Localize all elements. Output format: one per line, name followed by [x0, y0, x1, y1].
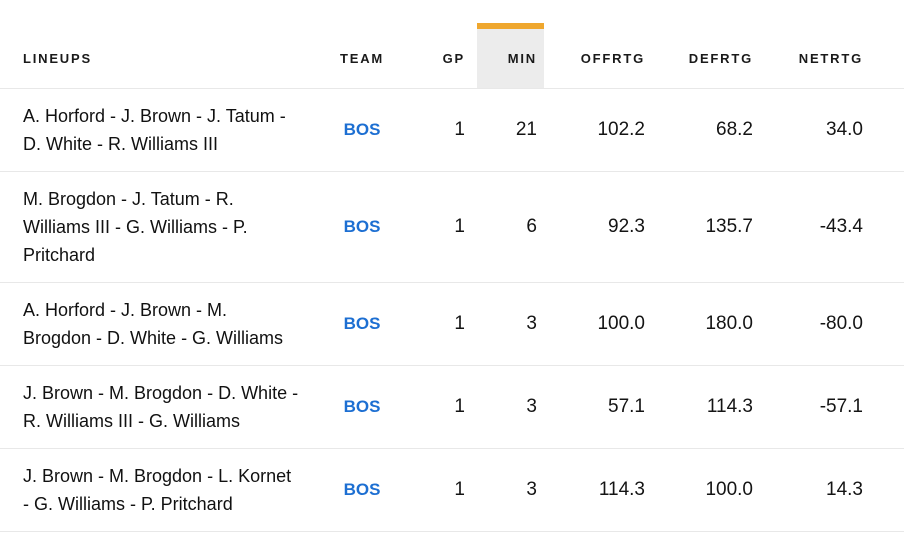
min-cell: 6	[477, 171, 544, 283]
lineup-line: J. Brown - M. Brogdon - D. White -	[23, 383, 299, 403]
team-cell: BOS	[332, 88, 392, 172]
column-header-label: NETRTG	[798, 51, 863, 66]
team-cell: BOS	[332, 365, 392, 449]
defrtg-cell: 100.0	[650, 448, 758, 532]
lineup-line: M. Brogdon - J. Tatum - R.	[23, 189, 234, 209]
offrtg-cell: 92.3	[544, 171, 650, 283]
defrtg-cell: 180.0	[650, 282, 758, 366]
offrtg-cell: 114.3	[544, 448, 650, 532]
lineup-line: Pritchard	[23, 245, 96, 265]
column-header-label: MIN	[507, 51, 537, 66]
offrtg-cell: 102.2	[544, 88, 650, 172]
lineup-line: D. White - R. Williams III	[23, 134, 219, 154]
defrtg-cell: 68.2	[650, 88, 758, 172]
netrtg-cell: -80.0	[758, 282, 904, 366]
gp-cell: 1	[392, 448, 477, 532]
min-cell: 21	[477, 88, 544, 172]
column-header-label: GP	[442, 51, 465, 66]
lineup-cell: J. Brown - M. Brogdon - L. Kornet - G. W…	[0, 448, 332, 532]
lineup-row: J. Brown - M. Brogdon - D. White - R. Wi…	[0, 365, 904, 449]
header-cell: LINEUPS	[0, 23, 332, 88]
team-link[interactable]: BOS	[343, 314, 381, 333]
team-link[interactable]: BOS	[343, 397, 381, 416]
team-cell: BOS	[332, 282, 392, 366]
offrtg-cell: 100.0	[544, 282, 650, 366]
lineup-row: A. Horford - J. Brown - J. Tatum - D. Wh…	[0, 88, 904, 172]
table-header: LINEUPS TEAM GP MIN OFFRTG	[0, 0, 904, 89]
lineup-line: A. Horford - J. Brown - M.	[23, 300, 228, 320]
header-cell: TEAM	[332, 23, 392, 88]
lineup-line: Williams III - G. Williams - P.	[23, 217, 248, 237]
header-cell: GP	[392, 23, 477, 88]
sorted-column-highlight: MIN	[477, 23, 544, 88]
netrtg-cell: -57.1	[758, 365, 904, 449]
min-cell: 3	[477, 365, 544, 449]
lineup-row: M. Brogdon - J. Tatum - R. Williams III …	[0, 171, 904, 283]
lineup-line: R. Williams III - G. Williams	[23, 411, 240, 431]
netrtg-cell: -43.4	[758, 171, 904, 283]
lineup-line: J. Brown - M. Brogdon - L. Kornet	[23, 466, 292, 486]
min-cell: 3	[477, 448, 544, 532]
column-header-team[interactable]: TEAM	[332, 0, 392, 89]
lineup-cell: A. Horford - J. Brown - M. Brogdon - D. …	[0, 282, 332, 366]
team-link[interactable]: BOS	[343, 120, 381, 139]
team-cell: BOS	[332, 448, 392, 532]
lineup-line: A. Horford - J. Brown - J. Tatum -	[23, 106, 286, 126]
gp-cell: 1	[392, 88, 477, 172]
header-cell: NETRTG	[758, 23, 904, 88]
column-header-label: LINEUPS	[23, 51, 92, 66]
gp-cell: 1	[392, 365, 477, 449]
offrtg-cell: 57.1	[544, 365, 650, 449]
defrtg-cell: 114.3	[650, 365, 758, 449]
lineup-row: A. Horford - J. Brown - M. Brogdon - D. …	[0, 282, 904, 366]
header-cell: OFFRTG	[544, 23, 650, 88]
defrtg-cell: 135.7	[650, 171, 758, 283]
header-row: LINEUPS TEAM GP MIN OFFRTG	[0, 0, 904, 89]
lineup-cell: M. Brogdon - J. Tatum - R. Williams III …	[0, 171, 332, 283]
team-cell: BOS	[332, 171, 392, 283]
column-header-netrtg[interactable]: NETRTG	[758, 0, 904, 89]
column-header-lineups[interactable]: LINEUPS	[0, 0, 332, 89]
lineup-row: J. Brown - M. Brogdon - L. Kornet - G. W…	[0, 448, 904, 532]
lineup-line: - G. Williams - P. Pritchard	[23, 494, 233, 514]
netrtg-cell: 14.3	[758, 448, 904, 532]
gp-cell: 1	[392, 282, 477, 366]
table-body: A. Horford - J. Brown - J. Tatum - D. Wh…	[0, 88, 904, 532]
column-header-offrtg[interactable]: OFFRTG	[544, 0, 650, 89]
column-header-gp[interactable]: GP	[392, 0, 477, 89]
team-link[interactable]: BOS	[343, 217, 381, 236]
team-link[interactable]: BOS	[343, 480, 381, 499]
column-header-defrtg[interactable]: DEFRTG	[650, 0, 758, 89]
lineup-line: Brogdon - D. White - G. Williams	[23, 328, 284, 348]
lineup-cell: A. Horford - J. Brown - J. Tatum - D. Wh…	[0, 88, 332, 172]
column-header-label: TEAM	[339, 51, 385, 66]
column-header-label: DEFRTG	[688, 51, 753, 66]
header-cell: DEFRTG	[650, 23, 758, 88]
column-header-label: OFFRTG	[580, 51, 645, 66]
lineup-cell: J. Brown - M. Brogdon - D. White - R. Wi…	[0, 365, 332, 449]
min-cell: 3	[477, 282, 544, 366]
column-header-min-sorted[interactable]: MIN	[477, 0, 544, 89]
netrtg-cell: 34.0	[758, 88, 904, 172]
gp-cell: 1	[392, 171, 477, 283]
